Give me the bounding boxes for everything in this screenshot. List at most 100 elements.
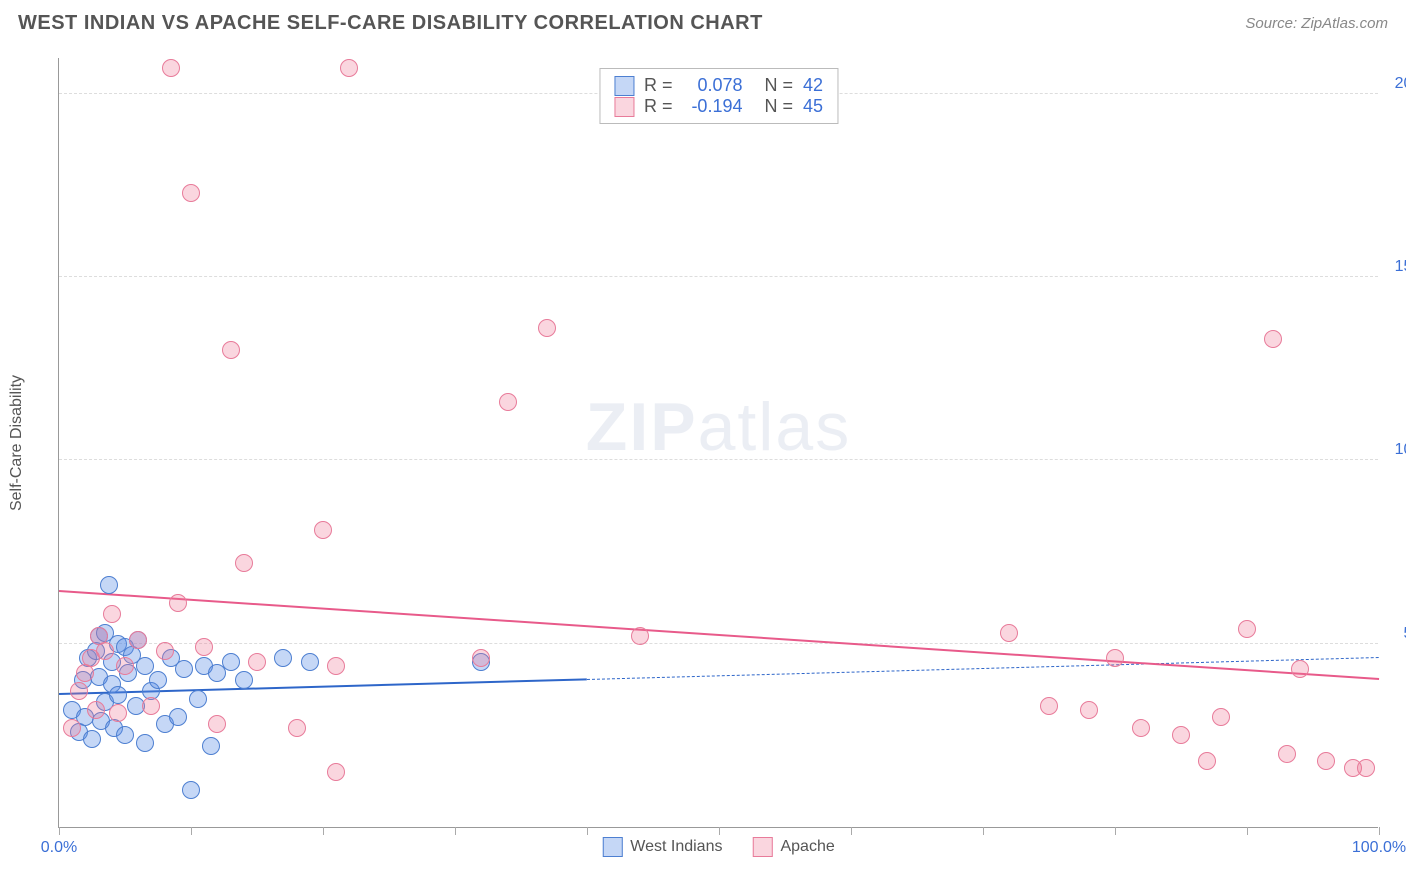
- data-point: [70, 682, 88, 700]
- data-point: [1000, 624, 1018, 642]
- data-point: [156, 642, 174, 660]
- chart-title: WEST INDIAN VS APACHE SELF-CARE DISABILI…: [18, 12, 763, 35]
- data-point: [149, 671, 167, 689]
- data-point: [538, 319, 556, 337]
- legend-item: Apache: [752, 837, 834, 857]
- x-tick: [719, 827, 720, 835]
- stat-n-label: N =: [764, 96, 793, 117]
- data-point: [100, 576, 118, 594]
- data-point: [1132, 719, 1150, 737]
- data-point: [116, 657, 134, 675]
- data-point: [208, 715, 226, 733]
- data-point: [182, 781, 200, 799]
- stat-n-value: 42: [803, 75, 823, 96]
- data-point: [301, 653, 319, 671]
- scatter-plot-area: Self-Care Disability ZIPatlas 5.0%10.0%1…: [58, 58, 1378, 828]
- legend-item: West Indians: [602, 837, 722, 857]
- data-point: [288, 719, 306, 737]
- legend-swatch: [602, 837, 622, 857]
- data-point: [136, 734, 154, 752]
- data-point: [340, 59, 358, 77]
- stats-row: R = 0.078 N = 42: [614, 75, 823, 96]
- data-point: [1040, 697, 1058, 715]
- data-point: [222, 653, 240, 671]
- data-point: [1080, 701, 1098, 719]
- data-point: [327, 657, 345, 675]
- y-tick-label: 5.0%: [1385, 625, 1406, 643]
- y-axis-label: Self-Care Disability: [8, 374, 26, 510]
- x-tick: [59, 827, 60, 835]
- data-point: [235, 671, 253, 689]
- data-point: [1212, 708, 1230, 726]
- y-tick-label: 15.0%: [1385, 258, 1406, 276]
- data-point: [314, 521, 332, 539]
- x-tick-label: 100.0%: [1352, 839, 1406, 857]
- stat-r-value: -0.194: [682, 96, 742, 117]
- x-tick: [455, 827, 456, 835]
- y-tick-label: 10.0%: [1385, 441, 1406, 459]
- data-point: [169, 594, 187, 612]
- data-point: [63, 719, 81, 737]
- data-point: [499, 393, 517, 411]
- legend-swatch: [752, 837, 772, 857]
- series-legend: West Indians Apache: [602, 837, 834, 857]
- data-point: [202, 737, 220, 755]
- data-point: [162, 59, 180, 77]
- y-tick-label: 20.0%: [1385, 75, 1406, 93]
- legend-swatch: [614, 97, 634, 117]
- data-point: [248, 653, 266, 671]
- data-point: [1291, 660, 1309, 678]
- x-tick: [587, 827, 588, 835]
- stat-r-value: 0.078: [682, 75, 742, 96]
- chart-source: Source: ZipAtlas.com: [1245, 15, 1388, 32]
- stat-n-label: N =: [764, 75, 793, 96]
- data-point: [274, 649, 292, 667]
- legend-label: Apache: [780, 838, 834, 856]
- x-tick: [1247, 827, 1248, 835]
- data-point: [109, 686, 127, 704]
- x-tick: [1115, 827, 1116, 835]
- data-point: [1106, 649, 1124, 667]
- legend-swatch: [614, 76, 634, 96]
- data-point: [87, 701, 105, 719]
- data-point: [109, 704, 127, 722]
- watermark: ZIPatlas: [586, 388, 851, 466]
- data-point: [1172, 726, 1190, 744]
- x-tick: [1379, 827, 1380, 835]
- stat-n-value: 45: [803, 96, 823, 117]
- data-point: [631, 627, 649, 645]
- data-point: [83, 730, 101, 748]
- gridline: [59, 459, 1378, 460]
- data-point: [1357, 759, 1375, 777]
- trend-line: [59, 678, 587, 695]
- stats-legend-box: R = 0.078 N = 42 R = -0.194 N = 45: [599, 68, 838, 124]
- x-tick: [191, 827, 192, 835]
- data-point: [96, 642, 114, 660]
- data-point: [1317, 752, 1335, 770]
- data-point: [195, 638, 213, 656]
- data-point: [1264, 330, 1282, 348]
- data-point: [235, 554, 253, 572]
- data-point: [327, 763, 345, 781]
- stat-r-label: R =: [644, 96, 673, 117]
- data-point: [1278, 745, 1296, 763]
- chart-header: WEST INDIAN VS APACHE SELF-CARE DISABILI…: [18, 12, 1388, 35]
- data-point: [222, 341, 240, 359]
- stats-row: R = -0.194 N = 45: [614, 96, 823, 117]
- data-point: [136, 657, 154, 675]
- x-tick: [983, 827, 984, 835]
- data-point: [1238, 620, 1256, 638]
- data-point: [103, 605, 121, 623]
- data-point: [116, 726, 134, 744]
- stat-r-label: R =: [644, 75, 673, 96]
- data-point: [129, 631, 147, 649]
- x-tick-label: 0.0%: [41, 839, 77, 857]
- trend-line: [587, 657, 1379, 680]
- gridline: [59, 643, 1378, 644]
- legend-label: West Indians: [630, 838, 722, 856]
- data-point: [175, 660, 193, 678]
- data-point: [472, 649, 490, 667]
- data-point: [169, 708, 187, 726]
- data-point: [182, 184, 200, 202]
- gridline: [59, 276, 1378, 277]
